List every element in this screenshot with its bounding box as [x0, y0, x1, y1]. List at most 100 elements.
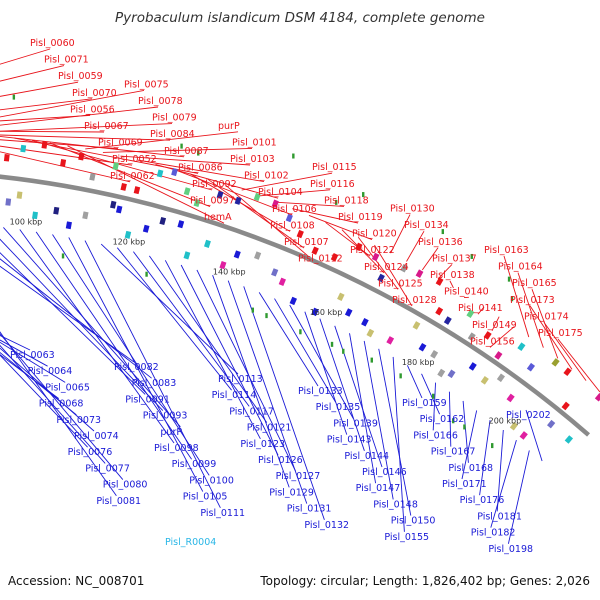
forward-label-leader — [0, 89, 145, 118]
forward-gene-mark — [183, 187, 191, 196]
forward-gene-mark — [20, 144, 27, 153]
reverse-gene-mark — [183, 251, 191, 260]
forward-gene-label: Pisl_0130 — [390, 204, 435, 215]
forward-gene-label: Pisl_0075 — [124, 79, 169, 90]
forward-label-leader — [120, 155, 251, 166]
reverse-label-leader — [274, 298, 336, 403]
forward-gene-mark — [494, 351, 503, 360]
reverse-gene-label: Pisl_0129 — [269, 487, 314, 498]
outer-feature-dot — [180, 143, 183, 149]
forward-gene-label: Pisl_0156 — [470, 336, 515, 347]
reverse-gene-label: Pisl_0133 — [298, 386, 343, 397]
forward-gene-mark — [466, 309, 475, 319]
forward-gene-label: Pisl_0137 — [432, 253, 477, 264]
forward-label-leader — [0, 151, 131, 183]
forward-label-leader — [489, 326, 515, 348]
reverse-gene-label: Pisl_0098 — [154, 443, 199, 454]
reverse-gene-label: Pisl_0076 — [68, 447, 113, 458]
reverse-gene-label: Pisl_0181 — [477, 511, 522, 522]
forward-gene-label: Pisl_0122 — [350, 245, 395, 256]
forward-label-leader — [0, 48, 51, 65]
forward-gene-mark — [156, 169, 164, 178]
forward-gene-mark — [467, 332, 476, 342]
forward-gene-mark — [78, 152, 85, 161]
inner-feature-dot — [251, 307, 255, 313]
forward-label-leader — [491, 316, 500, 332]
reverse-gene-label: Pisl_0155 — [384, 532, 429, 543]
outer-feature-dot — [507, 276, 511, 282]
reverse-label-leader — [0, 354, 60, 399]
inner-feature-dot — [265, 313, 268, 319]
reverse-gene-label: Pisl_0131 — [287, 504, 332, 515]
forward-gene-mark — [311, 246, 319, 255]
reverse-gene-label: purP — [160, 427, 182, 438]
outer-feature-dot — [197, 150, 200, 156]
reverse-label-leader — [0, 252, 146, 395]
reverse-gene-mark — [254, 251, 262, 260]
forward-gene-mark — [112, 162, 119, 171]
forward-label-leader — [275, 201, 345, 207]
forward-gene-mark — [3, 154, 10, 162]
reverse-gene-label: Pisl_0167 — [431, 447, 476, 458]
forward-label-leader — [0, 106, 159, 126]
reverse-gene-label: Pisl_0168 — [448, 463, 493, 474]
gene-labels: Pisl_0060 Pisl_0071 Pisl_0059 Pisl_0070 Pisl… — [10, 38, 583, 555]
forward-gene-label: Pisl_0106 — [272, 204, 317, 215]
reverse-gene-label: Pisl_0159 — [402, 398, 447, 409]
forward-gene-mark — [271, 199, 279, 208]
forward-gene-mark — [371, 252, 380, 262]
forward-gene-mark — [120, 182, 127, 191]
reverse-label-leader — [19, 229, 175, 444]
reverse-label-leader — [406, 365, 423, 399]
reverse-gene-mark — [219, 261, 227, 270]
forward-label-leader — [0, 130, 105, 133]
reverse-label-leader — [319, 318, 365, 451]
inner-feature-dot — [431, 393, 435, 399]
reverse-label-leader — [0, 331, 117, 497]
reverse-label-leader — [432, 382, 436, 431]
forward-gene-label: Pisl_0174 — [524, 311, 569, 322]
forward-gene-label: Pisl_0164 — [498, 262, 543, 273]
forward-gene-label: Pisl_0124 — [364, 262, 409, 273]
reverse-label-leader — [258, 292, 319, 387]
forward-gene-label: purP — [218, 121, 240, 132]
forward-label-leader — [0, 123, 173, 132]
reverse-label-leader — [525, 409, 543, 462]
reverse-gene-mark — [5, 198, 12, 206]
forward-gene-mark — [171, 168, 178, 177]
outer-feature-dot — [362, 192, 365, 198]
reverse-gene-label: Pisl_0099 — [172, 459, 217, 470]
reverse-gene-label: Pisl_0166 — [413, 430, 458, 441]
reverse-label-leader — [68, 237, 204, 492]
reverse-gene-label: Pisl_0077 — [85, 463, 130, 474]
reverse-label-leader — [363, 340, 394, 500]
forward-gene-label: Pisl_0103 — [230, 154, 275, 165]
forward-label-leader — [102, 147, 253, 153]
forward-gene-mark — [253, 192, 261, 202]
inner-feature-dot — [491, 443, 494, 449]
reverse-gene-label: Pisl_0093 — [143, 411, 188, 422]
forward-gene-mark — [60, 159, 67, 167]
forward-label-leader — [529, 305, 573, 370]
forward-label-leader — [517, 272, 544, 348]
forward-gene-mark — [216, 190, 224, 200]
forward-label-leader — [85, 131, 239, 150]
forward-gene-label: Pisl_0125 — [378, 278, 423, 289]
reverse-gene-label: Pisl_0081 — [96, 496, 141, 507]
forward-label-leader — [258, 189, 331, 197]
forward-label-leader — [390, 214, 411, 254]
reverse-gene-label: Pisl_0082 — [114, 362, 159, 373]
outer-feature-dot — [510, 296, 514, 302]
forward-gene-mark — [594, 392, 600, 402]
reverse-label-leader — [116, 247, 232, 391]
forward-label-leader — [477, 306, 485, 315]
forward-gene-label: Pisl_0084 — [150, 129, 195, 140]
reverse-gene-mark — [546, 419, 556, 429]
forward-gene-label: Pisl_0108 — [270, 220, 315, 231]
forward-gene-label: Pisl_0101 — [232, 137, 277, 148]
reverse-gene-label: Pisl_0135 — [316, 402, 361, 413]
reverse-gene-label: Pisl_0147 — [356, 483, 401, 494]
inner-feature-dot — [399, 373, 402, 379]
forward-gene-label: Pisl_0119 — [338, 212, 383, 223]
inner-feature-dot — [330, 341, 334, 347]
